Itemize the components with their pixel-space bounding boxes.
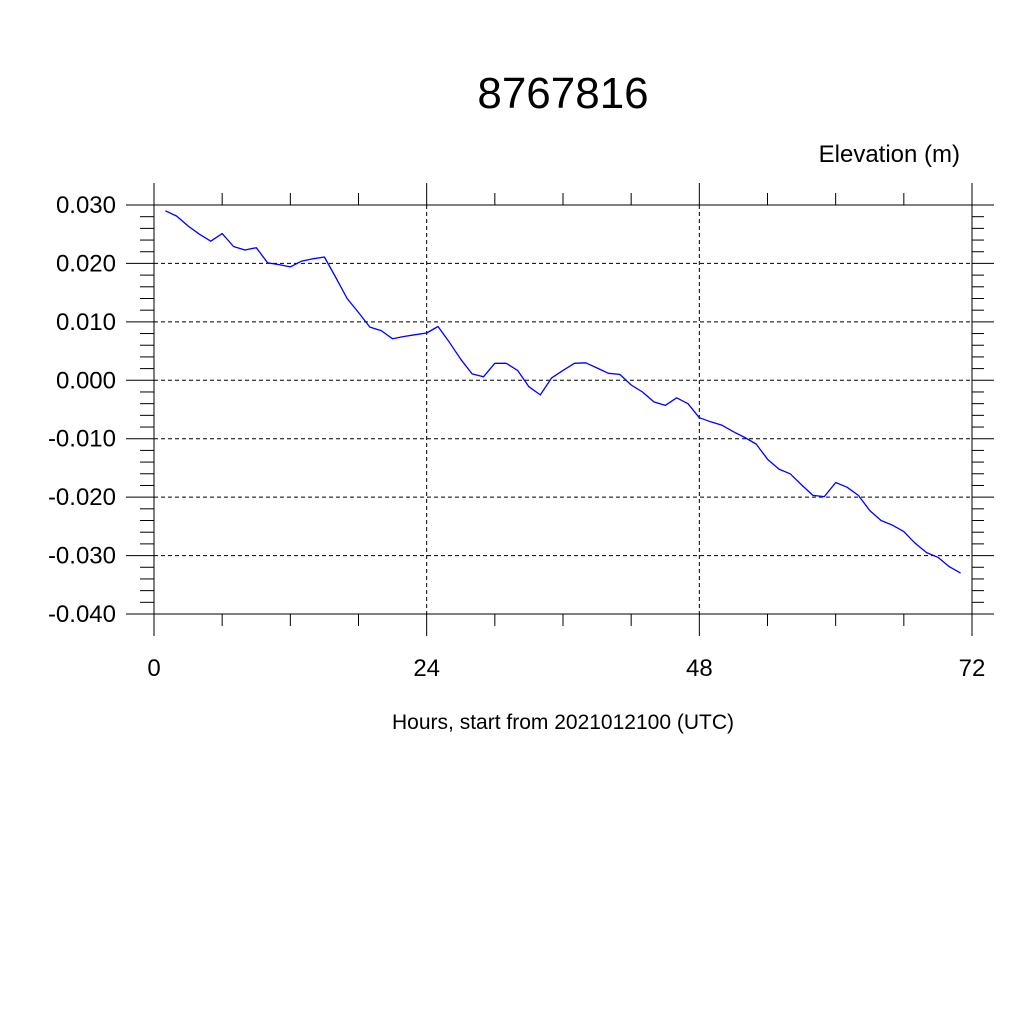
y-tick-labels: 0.030 0.020 0.010 0.000 -0.010 -0.020 -0.030 -0… — [48, 192, 116, 628]
plot-frame — [153, 204, 973, 615]
major-ticks — [126, 183, 994, 636]
minor-ticks — [140, 193, 984, 626]
chart-title: 8767816 — [477, 69, 648, 118]
grid-lines — [154, 204, 972, 615]
y-tick-label: 0.010 — [56, 309, 116, 336]
y-tick-label: -0.010 — [48, 426, 116, 453]
y-tick-label: -0.020 — [48, 484, 116, 511]
y-tick-label: 0.020 — [56, 250, 116, 277]
x-tick-label: 24 — [413, 655, 440, 682]
x-tick-label: 48 — [686, 655, 713, 682]
x-tick-label: 0 — [147, 655, 160, 682]
x-axis-label: Hours, start from 2021012100 (UTC) — [392, 711, 734, 734]
y-axis-label: Elevation (m) — [819, 141, 960, 168]
series-line — [165, 210, 961, 574]
series-layer — [165, 210, 961, 574]
x-tick-labels: 0 24 48 72 — [147, 655, 985, 682]
y-tick-label: 0.000 — [56, 367, 116, 394]
y-tick-label: -0.030 — [48, 543, 116, 570]
x-tick-label: 72 — [959, 655, 986, 682]
y-tick-label: 0.030 — [56, 192, 116, 219]
y-tick-label: -0.040 — [48, 601, 116, 628]
